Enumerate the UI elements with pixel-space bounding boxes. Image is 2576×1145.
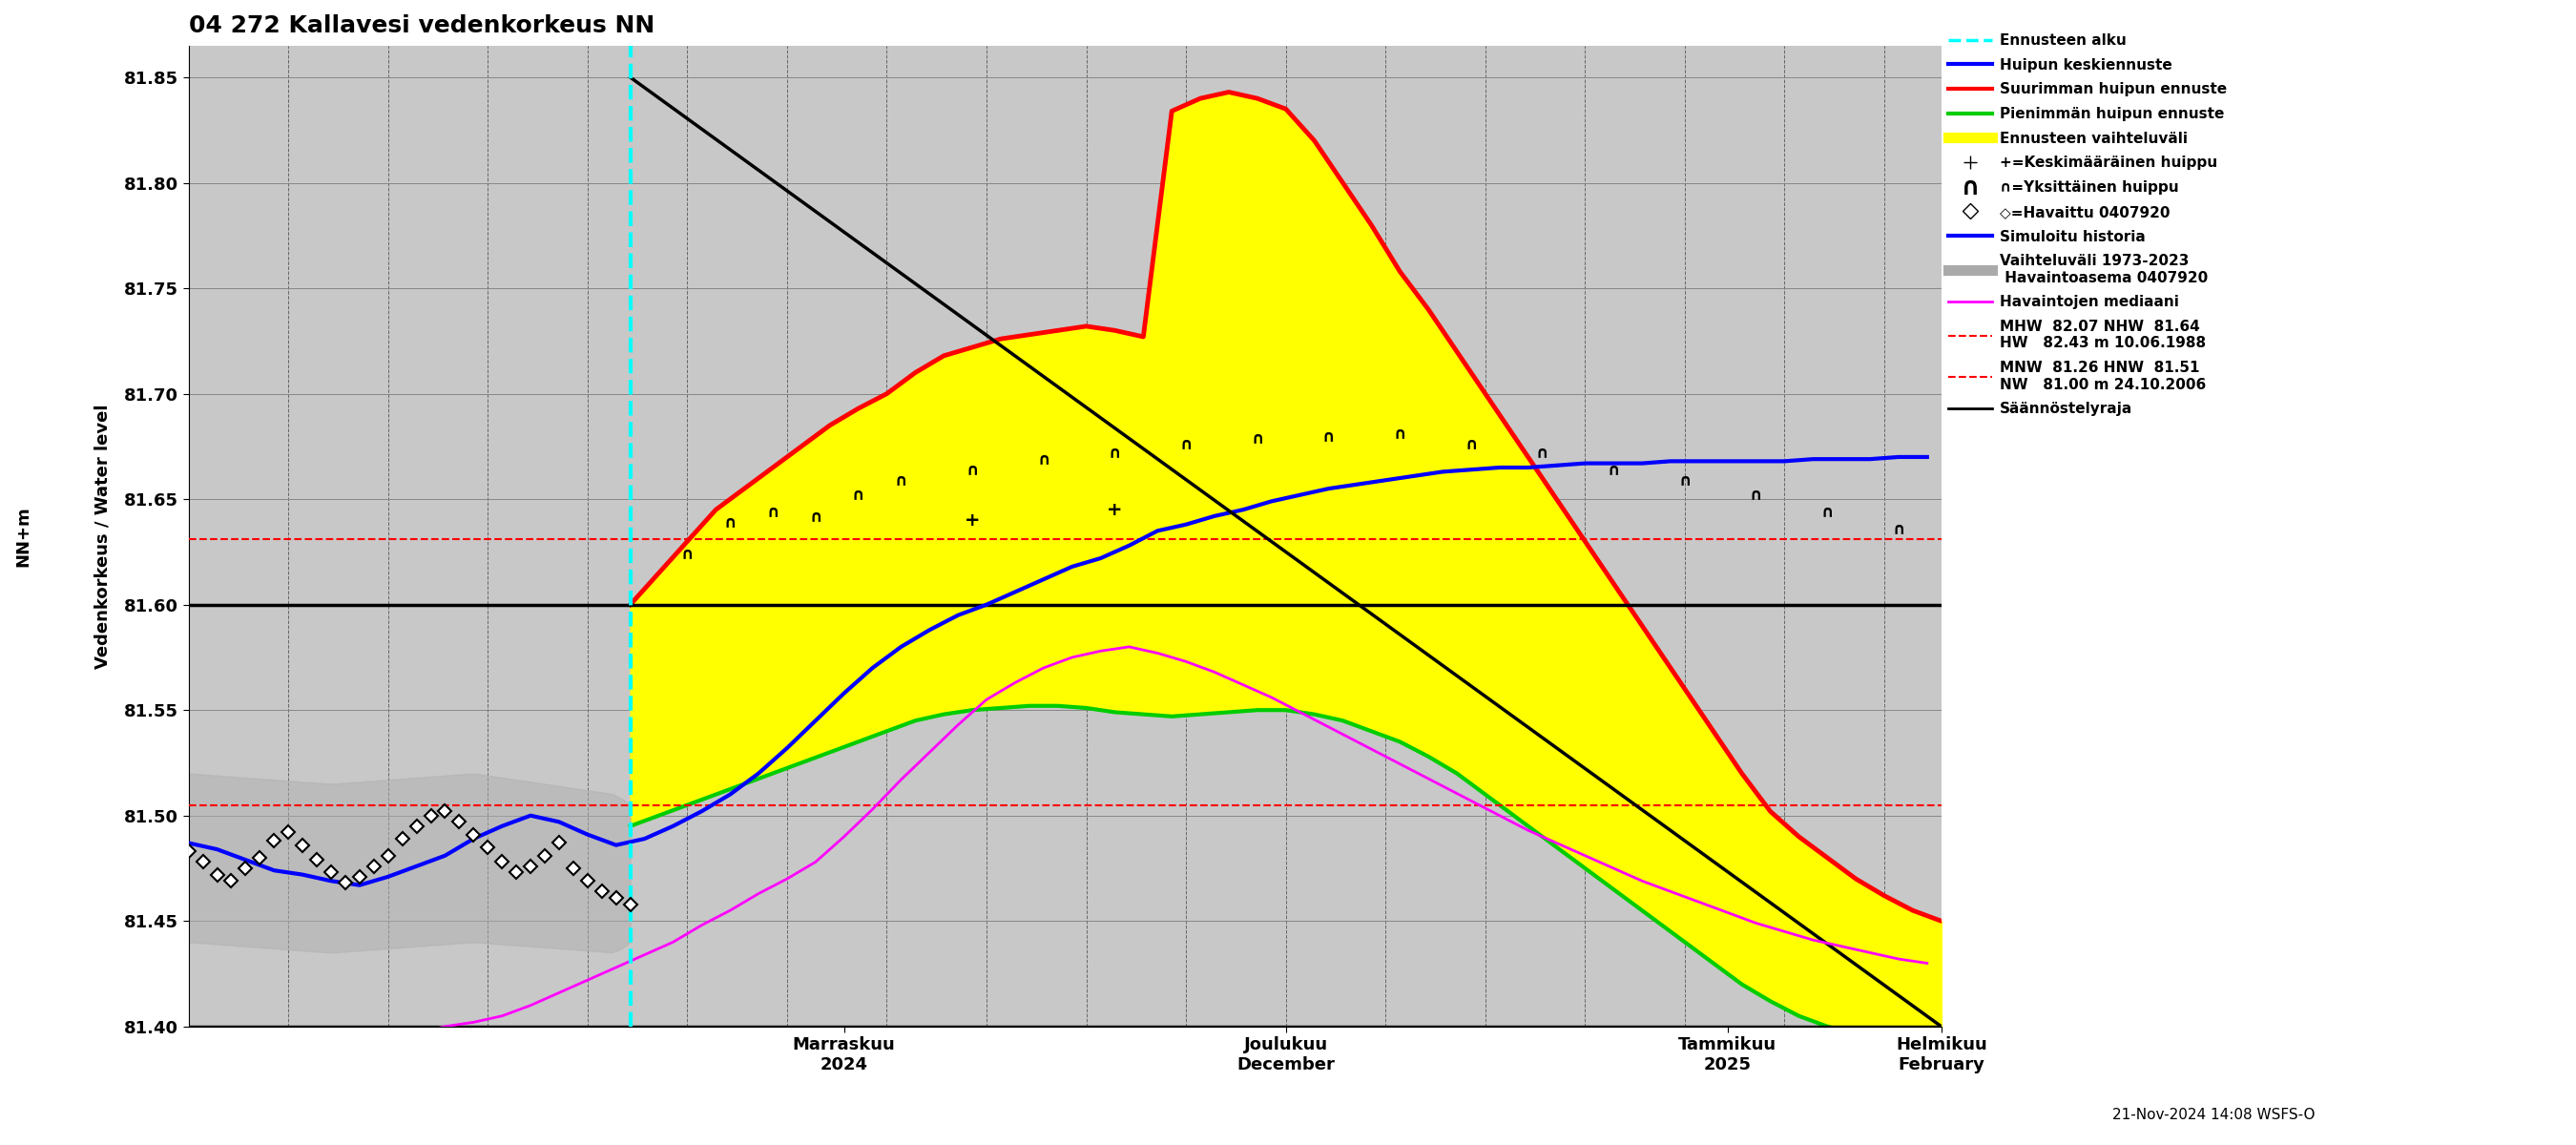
Text: ∩: ∩ <box>809 507 822 524</box>
Y-axis label: NN+m



Vedenkorkeus / Water level: NN+m Vedenkorkeus / Water level <box>15 404 111 669</box>
Text: ∩: ∩ <box>1466 435 1479 452</box>
Text: ∩: ∩ <box>768 503 781 520</box>
Text: ∩: ∩ <box>1607 461 1620 479</box>
Text: ∩: ∩ <box>966 461 979 479</box>
Text: ∩: ∩ <box>894 472 907 489</box>
Legend: Ennusteen alku, Huipun keskiennuste, Suurimman huipun ennuste, Pienimmän huipun : Ennusteen alku, Huipun keskiennuste, Suu… <box>1947 33 2226 416</box>
Text: ∩: ∩ <box>724 514 737 531</box>
Text: ∩: ∩ <box>1680 472 1692 489</box>
Text: ∩: ∩ <box>1108 444 1121 461</box>
Text: ∩: ∩ <box>1821 503 1834 520</box>
Text: ∩: ∩ <box>1038 450 1051 467</box>
Text: 21-Nov-2024 14:08 WSFS-O: 21-Nov-2024 14:08 WSFS-O <box>2112 1108 2316 1122</box>
Text: ∩: ∩ <box>853 487 866 504</box>
Text: 04 272 Kallavesi vedenkorkeus NN: 04 272 Kallavesi vedenkorkeus NN <box>188 14 654 37</box>
Text: ∩: ∩ <box>1180 435 1193 452</box>
Text: ∩: ∩ <box>1535 444 1548 461</box>
Text: ∩: ∩ <box>1893 520 1906 537</box>
Text: +: + <box>963 511 981 529</box>
Text: ∩: ∩ <box>1252 429 1265 447</box>
Text: ∩: ∩ <box>1394 425 1406 442</box>
Text: ∩: ∩ <box>1749 487 1762 504</box>
Text: ∩: ∩ <box>680 545 693 562</box>
Text: +: + <box>1108 500 1123 519</box>
Text: ∩: ∩ <box>1321 427 1334 444</box>
